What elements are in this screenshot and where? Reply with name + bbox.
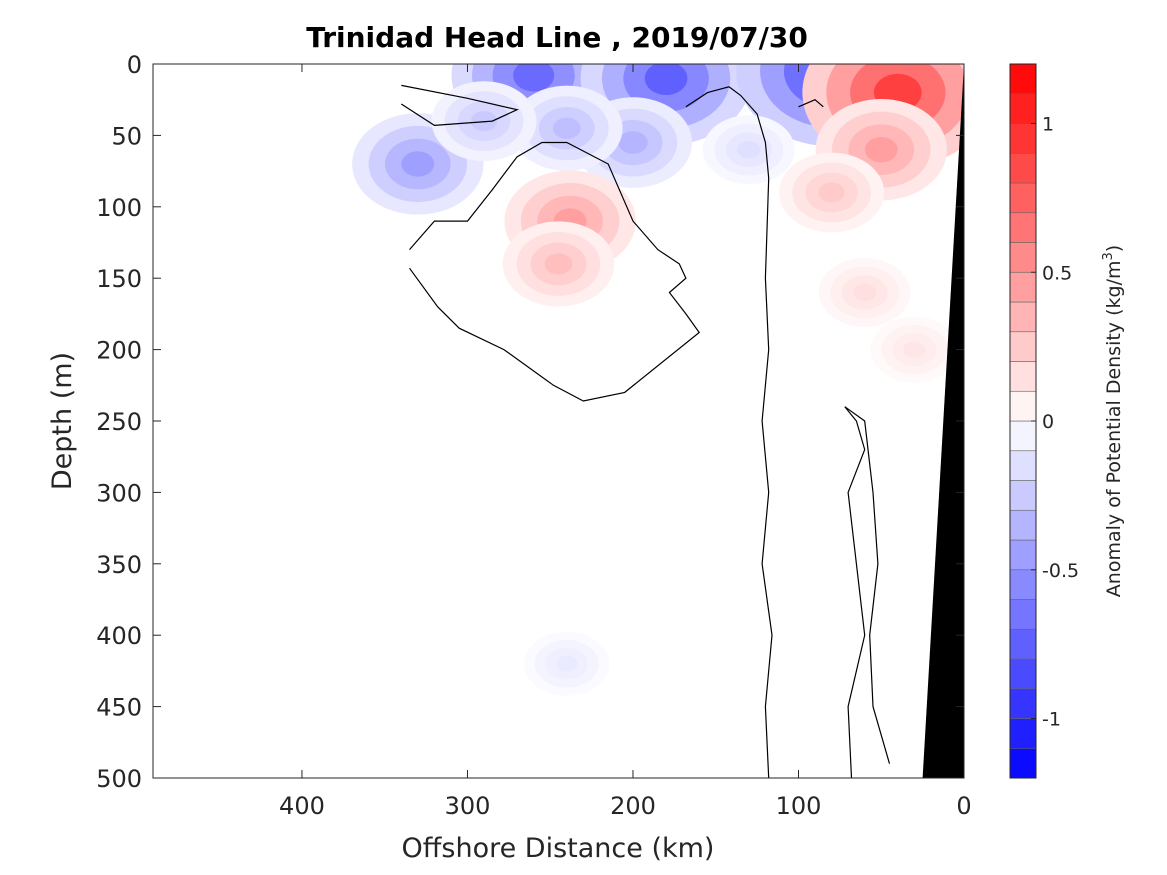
anomaly-blob [552,117,581,139]
colorbar-step [1009,628,1037,660]
x-tick-label: 0 [956,792,971,820]
x-axis: 400 300 200 100 0 [279,64,972,820]
colorbar-tick-label: -0.5 [1042,560,1079,582]
anomaly-blob [513,64,555,92]
colorbar-step [1009,123,1037,154]
y-tick-label: 0 [127,51,142,79]
colorbar-step [1009,331,1037,362]
x-tick-label: 100 [776,792,822,820]
zero-contour-line [685,86,773,778]
colorbar-step [1009,301,1037,333]
seafloor-mask [922,64,964,778]
chart-title: Trinidad Head Line , 2019/07/30 [306,21,808,54]
zero-contour-line [409,141,701,402]
colorbar-step [1009,152,1037,184]
colorbar-step [1009,569,1037,600]
colorbar-tick-label: 0.5 [1042,262,1072,284]
colorbar-label-text: Anomaly of Potential Density (kg/m [1103,261,1125,598]
colorbar-tick-label: -1 [1042,709,1061,731]
zero-contour-line [844,406,866,778]
colorbar-step [1009,658,1037,690]
y-tick-label: 450 [96,694,142,722]
x-tick-label: 300 [445,792,491,820]
anomaly-fill-layer [352,64,964,696]
colorbar-step [1009,539,1037,571]
colorbar-step [1009,718,1037,749]
y-tick-label: 400 [96,622,142,650]
y-tick-label: 200 [96,337,142,365]
colorbar-step [1009,182,1037,214]
anomaly-blob [903,341,926,358]
anomaly-blob [644,64,688,95]
x-axis-label: Offshore Distance (km) [402,833,715,864]
colorbar-step [1009,242,1037,273]
y-tick-label: 50 [111,122,142,150]
colorbar-label-superscript: 3 [1101,252,1116,260]
y-tick-label: 300 [96,479,142,507]
zero-contour-layer [400,84,891,778]
colorbar: -1 -0.5 0 0.5 1 [1009,63,1079,779]
anomaly-blob [864,137,898,163]
colorbar-step [1009,747,1037,779]
y-tick-label: 500 [96,765,142,793]
y-axis: 0 50 100 150 200 250 300 350 400 450 500 [96,51,964,793]
y-tick-label: 250 [96,408,142,436]
colorbar-step [1009,688,1037,719]
colorbar-step [1009,509,1037,541]
colorbar-step [1009,480,1037,511]
anomaly-blob [618,131,648,154]
anomaly-blob [556,655,578,672]
y-tick-label: 350 [96,551,142,579]
anomaly-blob [737,141,761,159]
colorbar-step [1009,450,1037,481]
colorbar-step [1009,420,1037,452]
y-axis-label: Depth (m) [47,352,78,490]
x-tick-label: 200 [610,792,656,820]
anomaly-blob [818,182,845,203]
colorbar-step [1009,599,1037,630]
colorbar-tick-label: 0 [1042,411,1054,433]
zero-contour-line [798,99,824,108]
anomaly-blob [853,283,877,302]
colorbar-step [1009,361,1037,392]
colorbar-step [1009,390,1037,422]
y-tick-label: 100 [96,194,142,222]
zero-contour-line [400,84,519,127]
colorbar-label: Anomaly of Potential Density (kg/m3) [1101,245,1125,597]
colorbar-label-suffix: ) [1103,245,1125,252]
anomaly-blob [401,151,435,177]
plot-area [152,63,965,779]
colorbar-step [1009,63,1037,95]
anomaly-blob [544,253,573,275]
colorbar-step [1009,271,1037,303]
y-tick-label: 150 [96,265,142,293]
colorbar-step [1009,212,1037,243]
colorbar-tick-label: 1 [1042,114,1054,136]
colorbar-step [1009,93,1037,124]
x-tick-label: 400 [279,792,325,820]
zero-contour-line [844,406,891,764]
